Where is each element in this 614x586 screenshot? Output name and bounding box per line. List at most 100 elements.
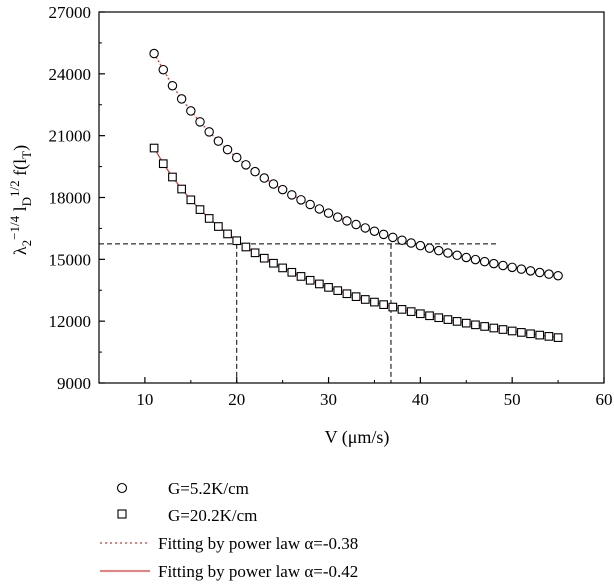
x-tick-label: 30 xyxy=(320,390,337,409)
data-point-square xyxy=(195,205,205,214)
data-point-circle xyxy=(204,127,214,137)
data-point-circle xyxy=(259,173,270,183)
plot-frame xyxy=(98,11,605,384)
x-tick-label: 10 xyxy=(136,390,153,409)
data-point-circle xyxy=(397,235,407,245)
data-point-square xyxy=(324,283,333,292)
data-point-circle xyxy=(369,226,380,236)
legend-item-g202: G=20.2K/cm xyxy=(117,506,257,525)
data-point-square xyxy=(434,313,444,323)
data-point-square xyxy=(535,330,545,340)
legend-label-g52: G=5.2K/cm xyxy=(168,479,249,498)
data-point-circle xyxy=(378,229,389,240)
data-point-square xyxy=(204,214,214,223)
data-point-circle xyxy=(461,252,472,263)
data-point-square xyxy=(379,300,388,309)
data-point-circle xyxy=(516,264,527,274)
data-point-circle xyxy=(433,245,444,256)
y-tick-label: 21000 xyxy=(49,127,92,146)
data-point-circle xyxy=(268,179,279,189)
data-point-circle xyxy=(332,212,343,222)
fit-line-dotted xyxy=(153,53,559,277)
data-point-square xyxy=(480,322,489,331)
data-point-circle xyxy=(195,117,205,127)
data-point-circle xyxy=(314,204,325,214)
data-point-square xyxy=(498,325,508,334)
data-point-square xyxy=(416,309,425,319)
data-point-square xyxy=(287,267,297,277)
data-point-circle xyxy=(250,166,260,177)
data-point-square xyxy=(443,315,453,324)
y-tick-label: 27000 xyxy=(49,3,92,22)
data-point-circle xyxy=(424,243,435,253)
data-point-circle xyxy=(452,250,462,261)
x-tick-label: 50 xyxy=(504,390,521,409)
data-point-circle xyxy=(186,106,196,116)
data-point-circle xyxy=(534,267,545,278)
legend-label-fit-038: Fitting by power law α=-0.38 xyxy=(158,534,358,553)
legend-square-marker xyxy=(117,509,127,519)
data-point-circle xyxy=(296,195,306,205)
data-point-circle xyxy=(406,238,416,248)
y-tick-label: 12000 xyxy=(49,312,92,331)
x-tick-label: 20 xyxy=(228,390,245,409)
data-point-circle xyxy=(149,48,159,59)
data-point-square xyxy=(388,302,398,312)
legend-item-fit-042: Fitting by power law α=-0.42 xyxy=(100,562,358,581)
legend-item-fit-038: Fitting by power law α=-0.38 xyxy=(100,534,358,553)
data-point-square xyxy=(296,272,306,281)
axes: 10 20 30 40 50 60 9000 12000 15000 18000 21000 2400… xyxy=(49,3,613,409)
data-point-square xyxy=(177,184,186,194)
data-point-circle xyxy=(241,160,251,170)
y-tick-label: 24000 xyxy=(49,65,92,84)
data-point-square xyxy=(259,253,269,263)
data-point-square xyxy=(232,236,242,246)
legend-circle-marker xyxy=(116,482,128,494)
data-point-circle xyxy=(342,216,352,226)
x-tick-label: 40 xyxy=(412,390,429,409)
data-point-square xyxy=(223,229,232,239)
data-point-square xyxy=(461,318,471,328)
data-point-circle xyxy=(479,256,490,267)
data-point-circle xyxy=(231,152,242,163)
data-point-square xyxy=(333,286,343,295)
data-point-square xyxy=(360,295,370,304)
data-point-circle xyxy=(222,144,233,155)
fit-line-solid xyxy=(153,147,559,339)
x-axis-title: V (μm/s) xyxy=(325,427,390,448)
data-point-square xyxy=(553,333,563,342)
data-point-square xyxy=(342,289,352,299)
data-point-circle xyxy=(360,223,371,233)
data-point-circle xyxy=(167,80,178,91)
data-point-square xyxy=(168,172,177,182)
data-point-square xyxy=(425,311,434,321)
data-point-square xyxy=(305,275,315,285)
data-point-circle xyxy=(277,184,288,195)
data-point-circle xyxy=(544,269,554,279)
data-point-square xyxy=(406,307,416,316)
data-point-square xyxy=(241,242,251,252)
legend-item-g52: G=5.2K/cm xyxy=(116,479,249,498)
data-point-circle xyxy=(507,262,517,273)
data-point-circle xyxy=(489,258,499,269)
data-point-square xyxy=(158,159,168,169)
legend: G=5.2K/cm G=20.2K/cm Fitting by power la… xyxy=(100,479,358,581)
data-point-square xyxy=(250,248,260,258)
data-point-circle xyxy=(415,240,426,251)
y-tick-label: 15000 xyxy=(49,250,92,269)
data-point-circle xyxy=(351,219,361,230)
data-point-square xyxy=(452,317,462,326)
data-point-square xyxy=(397,305,407,314)
data-point-circle xyxy=(287,190,297,200)
data-point-square xyxy=(544,332,554,341)
data-point-square xyxy=(269,258,278,268)
y-tick-label: 18000 xyxy=(49,189,92,208)
data-point-square xyxy=(517,328,526,337)
data-point-square xyxy=(526,329,535,339)
data-point-circle xyxy=(443,248,453,258)
data-point-circle xyxy=(525,266,536,276)
data-point-square xyxy=(149,143,159,153)
data-point-circle xyxy=(323,208,334,218)
data-point-square xyxy=(315,279,324,289)
data-point-square xyxy=(370,297,379,307)
